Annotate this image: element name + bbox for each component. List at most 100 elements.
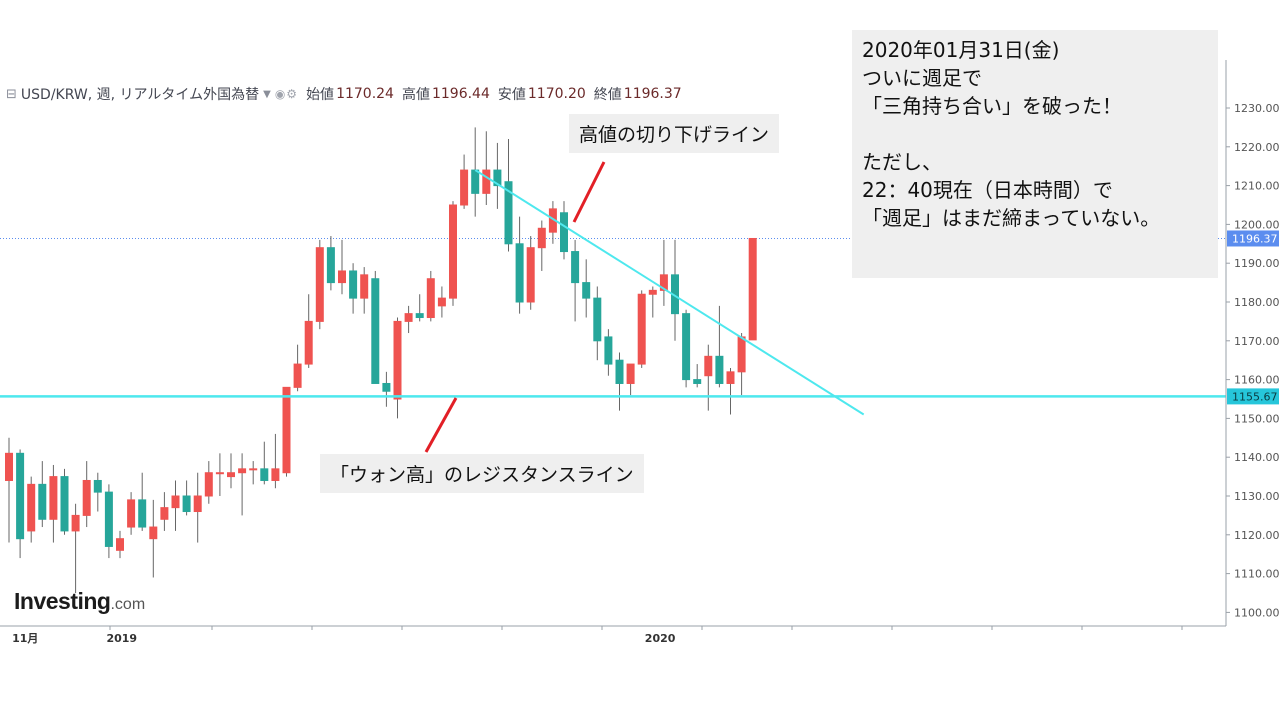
candle-body [49, 476, 58, 520]
y-tick-label: 1120.00 [1234, 529, 1280, 542]
info-box: 2020年01月31日(金) ついに週足で 「三角持ち合い」を破った！ ただし、… [852, 30, 1218, 278]
candle-body [182, 495, 191, 513]
low-value: 1170.20 [527, 86, 586, 102]
candle-body [437, 297, 446, 307]
symbol-title: USD/KRW, 週, リアルタイム外国為替 [20, 87, 260, 103]
candle-body [160, 507, 169, 520]
candle-body [693, 379, 702, 384]
candle-body [138, 499, 147, 528]
candle [71, 503, 80, 593]
candle [726, 367, 735, 415]
candle-body [604, 336, 613, 365]
candle-body [637, 293, 646, 365]
info-line: ついに週足で [862, 66, 982, 90]
candle-body [471, 169, 480, 194]
candle-body [360, 274, 369, 299]
info-line: 「週足」はまだ締まっていない。 [862, 206, 1161, 230]
candle [593, 286, 602, 361]
close-label: 終値 [593, 87, 622, 103]
candle [615, 352, 624, 411]
low-label: 安値 [497, 87, 526, 103]
candle-body [326, 247, 335, 284]
chevron-down-icon[interactable]: ▼ [263, 88, 271, 100]
candle [149, 499, 158, 578]
y-tick-label: 1110.00 [1234, 568, 1280, 581]
candle-body [415, 313, 424, 319]
candle [548, 201, 557, 244]
candle-body [682, 313, 691, 381]
y-tick-label: 1150.00 [1234, 412, 1280, 425]
candle-body [460, 169, 469, 206]
candle-body [560, 212, 568, 253]
candle [515, 216, 524, 314]
candle-body [104, 491, 113, 547]
candle [16, 449, 25, 559]
candle [571, 239, 580, 322]
candle [437, 286, 446, 318]
y-tick-label: 1100.00 [1234, 606, 1280, 619]
candle [249, 461, 258, 485]
candle-body [16, 452, 25, 540]
candle-body [293, 363, 302, 388]
candle-body [371, 278, 380, 384]
y-tick-label: 1220.00 [1234, 141, 1280, 154]
info-line: 22：40現在（日本時間）で [862, 178, 1113, 202]
collapse-icon[interactable]: ⊟ [6, 86, 17, 102]
candle-body [349, 270, 358, 299]
candle [38, 461, 47, 528]
candle [582, 259, 591, 318]
candle [504, 139, 513, 252]
candle-body [449, 204, 457, 299]
candle [682, 309, 691, 388]
x-tick-label: 2020 [645, 632, 676, 645]
candle [637, 290, 646, 368]
candle-body [537, 227, 546, 249]
candle [482, 131, 491, 205]
candle [82, 461, 91, 528]
candle-body [715, 355, 724, 384]
candle [338, 239, 346, 295]
candle [626, 363, 635, 396]
candle [693, 364, 702, 388]
settings-icon[interactable]: ⚙ [286, 87, 298, 101]
candle-body [238, 468, 247, 474]
candle [704, 344, 713, 411]
eye-icon[interactable]: ◉ [274, 87, 286, 101]
investing-logo: Investing.com [14, 588, 146, 614]
close-value: 1196.37 [623, 86, 682, 102]
candle [560, 201, 568, 260]
candle [382, 371, 391, 407]
y-tick-label: 1200.00 [1234, 218, 1280, 231]
candle-body [504, 181, 513, 245]
candle [138, 472, 147, 531]
candle [715, 305, 724, 388]
open-label: 始値 [306, 87, 335, 103]
candle-body [82, 479, 91, 516]
high-label: 高値 [401, 87, 430, 103]
info-line: ただし、 [862, 150, 942, 174]
candle [171, 480, 180, 531]
candle [182, 480, 191, 516]
candle-body [304, 320, 313, 365]
candle [393, 317, 402, 419]
candle [93, 472, 102, 512]
candle [104, 484, 113, 559]
candle-body [249, 468, 258, 471]
candle-body [571, 251, 580, 284]
candle-body [215, 472, 224, 475]
candle-body [171, 495, 180, 509]
candle [293, 344, 302, 392]
candle [49, 464, 58, 543]
candle-body [615, 359, 624, 384]
candle-body [737, 336, 746, 373]
y-tick-label: 1140.00 [1234, 451, 1280, 464]
y-tick-label: 1230.00 [1234, 102, 1280, 115]
candle [493, 142, 502, 209]
candle [282, 386, 291, 477]
candle-body [748, 237, 757, 341]
candle-body [127, 499, 136, 528]
candle-body [204, 472, 213, 497]
candle-body [27, 483, 36, 532]
candle-body [193, 495, 202, 513]
